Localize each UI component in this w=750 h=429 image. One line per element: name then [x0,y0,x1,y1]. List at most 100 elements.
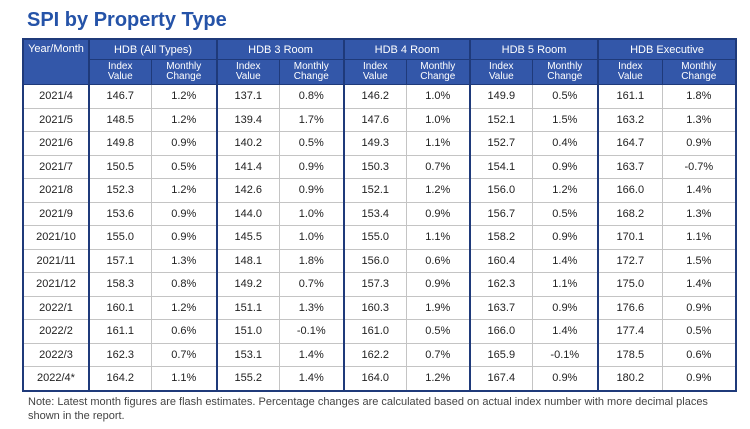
value-cell: 144.0 [216,201,280,226]
value-cell: 162.3 [88,342,152,367]
value-cell: 1.8% [661,84,737,109]
value-cell: 0.5% [531,201,599,226]
value-cell: 0.6% [405,248,471,273]
value-cell: 151.1 [216,295,280,320]
table-row: 2021/5 148.5 1.2% 139.4 1.7% 147.6 1.0% 152.1 1.… [22,107,737,132]
table-row: 2022/4* 164.2 1.1% 155.2 1.4% 164.0 1.2% 167.4 0… [22,366,737,391]
value-cell: 1.1% [405,225,471,250]
value-cell: 154.1 [469,154,533,179]
value-cell: 162.2 [343,342,407,367]
value-cell: 1.2% [150,178,218,203]
value-cell: 1.7% [278,107,345,132]
value-cell: 148.1 [216,248,280,273]
table-row: 2022/2 161.1 0.6% 151.0 -0.1% 161.0 0.5% 166.0 1… [22,319,737,344]
value-cell: 147.6 [343,107,407,132]
value-cell: 151.0 [216,319,280,344]
value-cell: 1.2% [150,107,218,132]
value-cell: 1.8% [278,248,345,273]
value-cell: 1.5% [661,248,737,273]
value-cell: 170.1 [597,225,663,250]
value-cell: 161.0 [343,319,407,344]
value-cell: 0.5% [661,319,737,344]
value-cell: 1.1% [661,225,737,250]
value-cell: 160.3 [343,295,407,320]
column-header-text: Monthly Change [293,61,329,82]
column-header-text: Monthly Change [681,61,717,82]
value-cell: 142.6 [216,178,280,203]
value-cell: 0.8% [278,84,345,109]
value-cell: 0.5% [278,131,345,156]
value-cell: 152.1 [343,178,407,203]
value-cell: 1.2% [531,178,599,203]
value-cell: 164.2 [88,366,152,391]
column-header-text: Monthly Change [166,61,202,82]
column-header: Monthly Change [405,59,471,85]
column-group-header: HDB Executive [597,38,737,60]
value-cell: 146.2 [343,84,407,109]
value-cell: 1.2% [405,366,471,391]
column-group-header: HDB 5 Room [469,38,599,60]
value-cell: 149.3 [343,131,407,156]
period-cell: 2021/5 [22,107,90,132]
value-cell: 163.2 [597,107,663,132]
value-cell: 0.9% [278,154,345,179]
period-cell: 2021/10 [22,225,90,250]
table-row: 2021/8 152.3 1.2% 142.6 0.9% 152.1 1.2% 156.0 1.… [22,178,737,203]
value-cell: 158.2 [469,225,533,250]
column-header: Monthly Change [278,59,345,85]
period-cell: 2021/7 [22,154,90,179]
column-group-header: HDB 3 Room [216,38,345,60]
value-cell: 0.9% [278,178,345,203]
value-cell: 1.2% [150,84,218,109]
column-header-text: Index Value [107,61,133,82]
table-row: 2022/1 160.1 1.2% 151.1 1.3% 160.3 1.9% 163.7 0.… [22,295,737,320]
value-cell: 0.9% [531,366,599,391]
value-cell: 152.7 [469,131,533,156]
value-cell: 0.4% [531,131,599,156]
value-cell: 150.5 [88,154,152,179]
value-cell: 1.4% [661,178,737,203]
period-cell: 2022/2 [22,319,90,344]
period-cell: 2021/8 [22,178,90,203]
value-cell: 1.3% [278,295,345,320]
value-cell: 157.3 [343,272,407,297]
value-cell: 148.5 [88,107,152,132]
value-cell: 0.7% [405,154,471,179]
value-cell: 0.9% [531,225,599,250]
value-cell: 0.9% [405,272,471,297]
value-cell: 137.1 [216,84,280,109]
value-cell: 160.1 [88,295,152,320]
value-cell: 177.4 [597,319,663,344]
value-cell: -0.1% [531,342,599,367]
column-group-header: HDB 4 Room [343,38,471,60]
value-cell: 141.4 [216,154,280,179]
value-cell: 1.2% [405,178,471,203]
value-cell: 0.9% [661,366,737,391]
value-cell: 163.7 [469,295,533,320]
value-cell: 1.4% [531,248,599,273]
value-cell: 0.5% [531,84,599,109]
period-cell: 2022/3 [22,342,90,367]
value-cell: 150.3 [343,154,407,179]
value-cell: 165.9 [469,342,533,367]
table-row: 2021/9 153.6 0.9% 144.0 1.0% 153.4 0.9% 156.7 0.… [22,201,737,226]
column-header-text: Monthly Change [420,61,456,82]
value-cell: 156.7 [469,201,533,226]
spi-table: Year/Month HDB (All Types) HDB 3 Room HDB 4… [22,38,738,392]
value-cell: 1.4% [661,272,737,297]
value-cell: 149.2 [216,272,280,297]
table-row: 2021/7 150.5 0.5% 141.4 0.9% 150.3 0.7% 154.1 0.… [22,154,737,179]
value-cell: 167.4 [469,366,533,391]
value-cell: 0.6% [150,319,218,344]
value-cell: 1.0% [405,84,471,109]
value-cell: 0.9% [405,201,471,226]
value-cell: 1.0% [405,107,471,132]
value-cell: 166.0 [597,178,663,203]
value-cell: 153.6 [88,201,152,226]
value-cell: 152.3 [88,178,152,203]
value-cell: 175.0 [597,272,663,297]
value-cell: 155.2 [216,366,280,391]
value-cell: -0.1% [278,319,345,344]
value-cell: 153.1 [216,342,280,367]
value-cell: 156.0 [343,248,407,273]
